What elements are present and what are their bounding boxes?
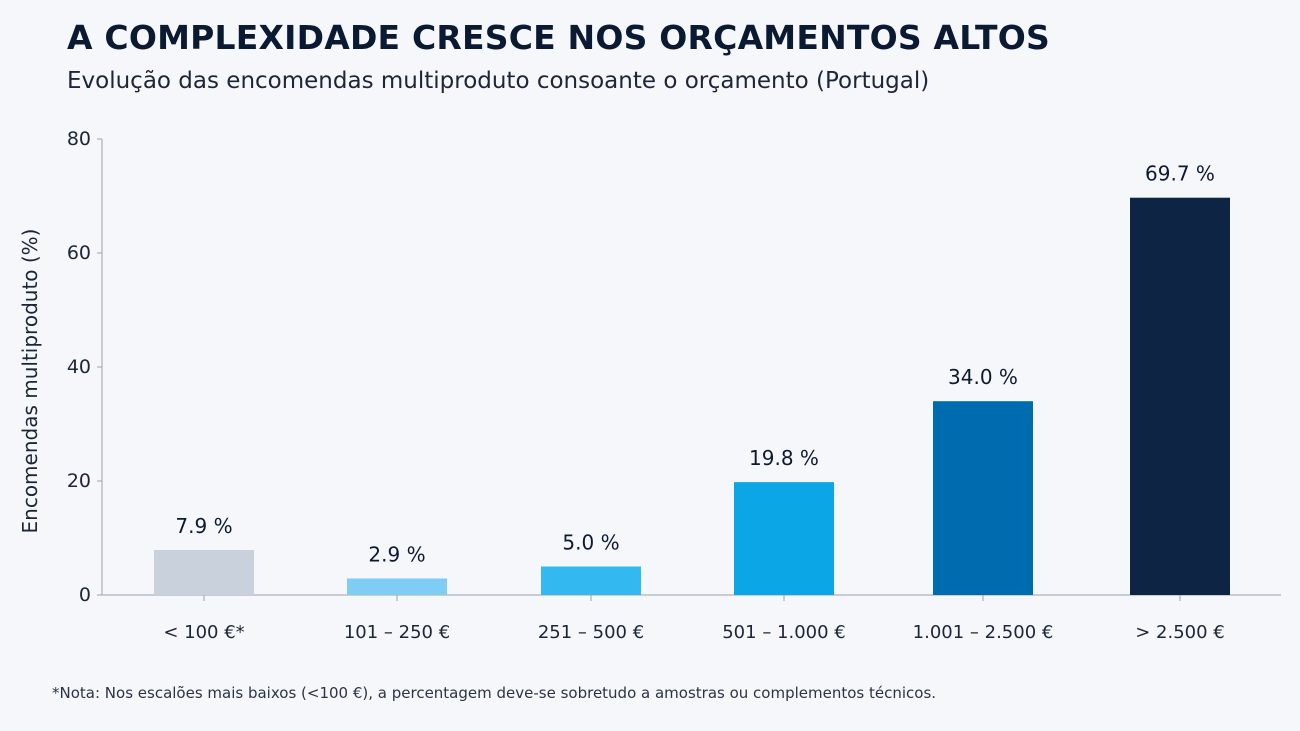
bar	[1130, 197, 1230, 595]
bar-value-label: 7.9 %	[175, 514, 232, 538]
y-tick-label: 80	[67, 128, 91, 150]
bar-value-label: 19.8 %	[749, 446, 819, 470]
bar	[347, 578, 447, 595]
y-tick-label: 40	[67, 356, 91, 378]
x-tick-label: 1.001 – 2.500 €	[913, 622, 1054, 643]
bars: 7.9 % 2.9 % 5.0 % 19.8 % 34.0 % 69.7 %	[154, 162, 1230, 595]
x-tick-label: > 2.500 €	[1135, 622, 1225, 643]
y-tick-label: 20	[67, 470, 91, 492]
bar-value-label: 2.9 %	[368, 542, 425, 566]
x-tick-label: 101 – 250 €	[344, 622, 450, 643]
y-tick-label: 0	[79, 584, 91, 606]
y-tick-label: 60	[67, 242, 91, 264]
x-tick-label: 501 – 1.000 €	[722, 622, 846, 643]
bar	[933, 401, 1033, 595]
bar-value-label: 5.0 %	[562, 531, 619, 555]
bar-value-label: 34.0 %	[948, 365, 1018, 389]
y-ticks: 0 20 40 60 80	[67, 128, 102, 606]
bar-value-label: 69.7 %	[1145, 162, 1215, 186]
footnote: *Nota: Nos escalões mais baixos (<100 €)…	[52, 684, 937, 702]
bar	[541, 566, 641, 595]
x-tick-label: 251 – 500 €	[538, 622, 644, 643]
bar	[154, 549, 254, 595]
chart-title: A COMPLEXIDADE CRESCE NOS ORÇAMENTOS ALT…	[67, 18, 1050, 57]
x-ticks: < 100 €* 101 – 250 € 251 – 500 € 501 – 1.00…	[163, 595, 1225, 643]
x-tick-label: < 100 €*	[163, 622, 244, 643]
chart-subtitle: Evolução das encomendas multiproduto con…	[67, 68, 930, 94]
bar	[734, 482, 834, 595]
